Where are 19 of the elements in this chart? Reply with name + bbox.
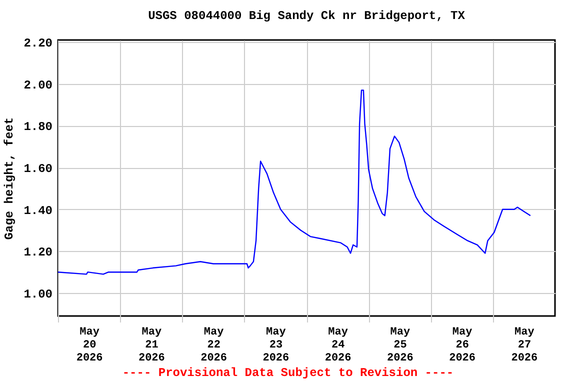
x-tick-label: May 23 2026 [262, 326, 290, 364]
y-tick-label: 2.00 [24, 78, 52, 92]
x-tick-label: May 24 2026 [324, 326, 352, 364]
chart-title: USGS 08044000 Big Sandy Ck nr Bridgeport, TX [148, 9, 466, 24]
text: ---- Provisional Data Subject to Revision ---- [121, 366, 455, 380]
x-tick-label: May 22 2026 [200, 326, 228, 364]
y-tick-label: 2.20 [24, 36, 52, 51]
x-tick-label: May 21 2026 [138, 326, 165, 364]
x-tick-label: May 26 2026 [449, 326, 476, 364]
x-tick-label: May 20 2026 [76, 326, 103, 364]
y-tick-label: 1.80 [24, 120, 52, 134]
y-tick-label: 1.60 [24, 162, 52, 176]
y-tick-label: 1.20 [24, 246, 52, 260]
y-tick-label: 1.40 [24, 204, 52, 218]
y-axis-title: Gage height, feet [2, 117, 17, 240]
x-tick-label: May 27 2026 [511, 326, 538, 364]
x-tick-label: May 25 2026 [386, 326, 414, 364]
y-tick-label: 1.00 [24, 288, 52, 302]
line-series [58, 90, 532, 275]
